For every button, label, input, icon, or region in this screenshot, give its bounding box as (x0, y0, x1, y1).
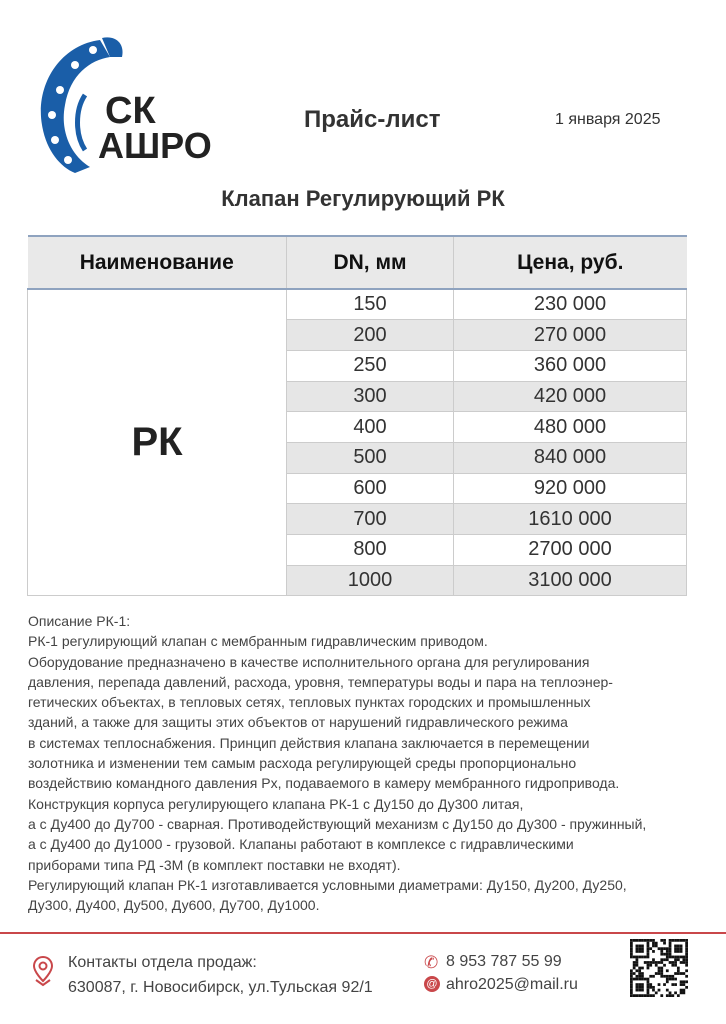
description-line: в системах теплоснабжения. Принцип дейст… (28, 734, 590, 751)
dn-cell: 400 (286, 411, 454, 443)
price-cell: 420 000 (453, 380, 687, 413)
dn-cell: 200 (286, 319, 454, 351)
dn-cell: 600 (286, 472, 454, 505)
dn-cell: 700 (286, 503, 454, 535)
description-line: Регулирующий клапан РК-1 изготавливается… (28, 876, 627, 893)
contacts-label: Контакты отдела продаж: (68, 954, 257, 971)
description-line: РК-1 регулирующий клапан с мембранным ги… (28, 633, 488, 650)
table-row: 200 270 000 (28, 319, 687, 351)
price-cell: 3100 000 (453, 564, 687, 597)
phone-icon: ✆ (424, 953, 439, 972)
email-icon: @ (424, 976, 440, 992)
description-line: а с Ду400 до Ду700 - сварная. Противодей… (28, 815, 647, 832)
location-icon (32, 955, 54, 987)
dn-cell: 300 (286, 380, 454, 413)
price-cell: 840 000 (453, 441, 687, 474)
price-cell: 270 000 (453, 319, 687, 351)
table-row: 700 1610 000 (28, 503, 687, 535)
table-row: 600 920 000 (28, 472, 687, 505)
description: Описание РК-1: РК-1 регулирующий клапан с… (28, 611, 718, 915)
company-logo: СК АШРО (40, 37, 212, 173)
dn-cell: 250 (286, 349, 454, 382)
description-line: золотника и изменении тем самым расхода … (28, 755, 577, 772)
table-row: 250 360 000 (28, 349, 687, 382)
description-line: давления, перепада давлений, расхода, ур… (28, 673, 613, 690)
price-cell: 920 000 (453, 472, 687, 505)
description-line: гетических объектах, в тепловых сетях, т… (28, 694, 591, 711)
col-name: Наименование (27, 235, 287, 290)
col-dn: DN, мм (286, 235, 454, 290)
date: 1 января 2025 (555, 111, 661, 128)
table-row: 300 420 000 (28, 380, 687, 413)
svg-text:АШРО: АШРО (98, 125, 212, 166)
phone[interactable]: 8 953 787 55 99 (446, 953, 562, 970)
price-cell: 1610 000 (453, 503, 687, 535)
doc-title: Прайс-лист (304, 106, 441, 133)
dn-cell: 800 (286, 534, 454, 566)
price-cell: 480 000 (453, 411, 687, 443)
description-line: Конструкция корпуса регулирующего клапан… (28, 795, 524, 812)
footer-divider (0, 932, 726, 934)
table-row: 400 480 000 (28, 411, 687, 443)
table-row: 1000 3100 000 (28, 564, 687, 597)
price-cell: 360 000 (453, 349, 687, 382)
description-line: а с Ду400 до Ду1000 - грузовой. Клапаны … (28, 836, 574, 853)
table-row: 800 2700 000 (28, 534, 687, 566)
dn-cell: 500 (286, 441, 454, 474)
email[interactable]: ahro2025@mail.ru (446, 976, 578, 993)
dn-cell: 150 (286, 288, 454, 321)
svg-text:СК: СК (105, 90, 156, 132)
description-line: Оборудование предназначено в качестве ис… (28, 653, 590, 670)
table-row: 500 840 000 (28, 441, 687, 474)
qr-code[interactable] (630, 939, 688, 997)
product-name: РК (27, 288, 287, 597)
description-line: зданий, а также для защиты этих объектов… (28, 714, 568, 731)
price-cell: 230 000 (453, 288, 687, 321)
col-price: Цена, руб. (453, 235, 687, 290)
description-line: Описание РК-1: (28, 613, 131, 629)
price-table: Наименование DN, мм Цена, руб. РК 150 230 … (27, 235, 687, 597)
description-line: приборами типа РД -3М (в комплект постав… (28, 856, 401, 873)
dn-cell: 1000 (286, 564, 454, 597)
product-title: Клапан Регулирующий РК (221, 186, 505, 211)
address: 630087, г. Новосибирск, ул.Тульская 92/1 (68, 979, 373, 996)
table-row: РК 150 230 000 (27, 288, 687, 597)
description-line: воздействию командного давления Px, пода… (28, 775, 620, 792)
price-cell: 2700 000 (453, 534, 687, 566)
description-line: Ду300, Ду400, Ду500, Ду600, Ду700, Ду100… (28, 897, 320, 914)
